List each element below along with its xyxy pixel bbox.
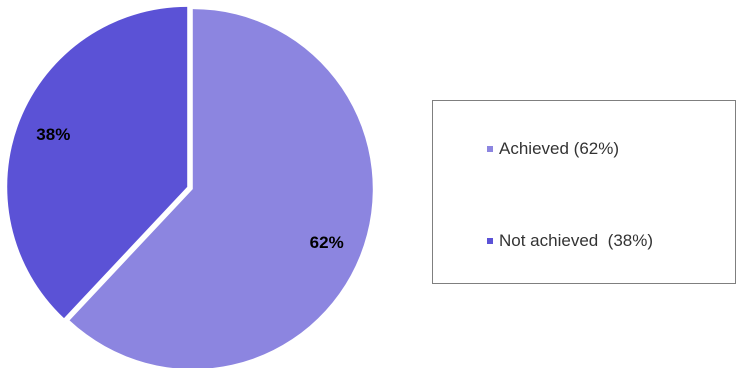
legend-swatch-achieved: [487, 146, 493, 152]
legend-label-achieved: Achieved (62%): [499, 139, 620, 158]
legend-label-not-achieved: Not achieved (38%): [499, 231, 654, 250]
pie-slice-not-achieved: [7, 6, 188, 319]
pie-slice-achieved: [69, 9, 373, 368]
legend-item-achieved: Achieved (62%): [487, 139, 619, 159]
data-label-not-achieved: 38%: [36, 125, 70, 144]
legend: Achieved (62%) Not achieved (38%): [432, 100, 736, 284]
data-label-achieved: 62%: [310, 233, 344, 252]
legend-item-not-achieved: Not achieved (38%): [487, 231, 653, 251]
legend-swatch-not-achieved: [487, 238, 493, 244]
